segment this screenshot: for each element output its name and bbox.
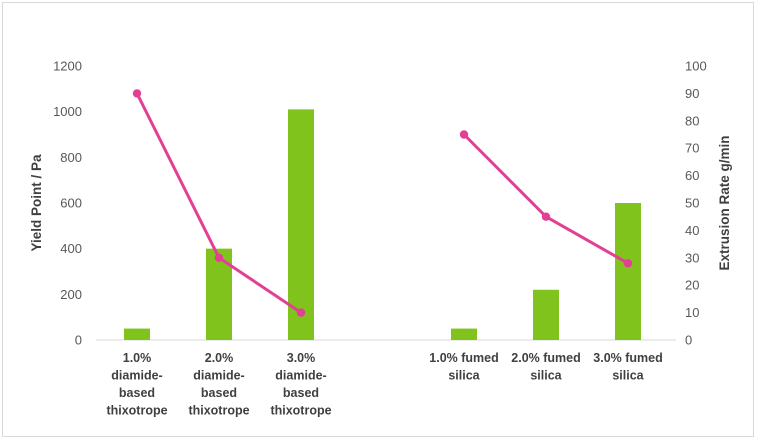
line-series (132, 89, 633, 317)
y-axis-title-right: Extrusion Rate g/min (717, 135, 732, 270)
y-right-tick-label: 30 (685, 250, 699, 265)
line-point (459, 130, 469, 139)
category-label: 3.0% diamide-based thixotrope (270, 351, 331, 418)
y-left-tick-label: 1000 (53, 104, 82, 119)
line-point (214, 253, 224, 262)
bar (533, 289, 559, 340)
y-right-tick-label: 80 (685, 113, 699, 128)
line-point (623, 259, 633, 268)
y-right-tick-label: 10 (685, 305, 699, 320)
line-point (296, 308, 306, 317)
y-left-tick-label: 800 (60, 150, 82, 165)
y-right-tick-label: 40 (685, 223, 699, 238)
y-right-tick-label: 70 (685, 141, 699, 156)
right-axis-ticks: 0 10 20 30 40 50 60 70 80 90 100 (685, 59, 707, 348)
bar (288, 109, 314, 340)
category-label: 2.0% diamide-based thixotrope (188, 351, 249, 418)
left-axis-ticks: 0 200 400 600 800 1000 1200 (53, 59, 82, 348)
y-left-tick-label: 600 (60, 196, 82, 211)
category-label: 1.0% diamide-based thixotrope (106, 351, 167, 418)
bar (615, 203, 641, 340)
y-right-tick-label: 50 (685, 196, 699, 211)
y-axis-title-left: Yield Point / Pa (29, 154, 44, 252)
category-label: 3.0% fumed silica (593, 351, 662, 383)
y-right-tick-label: 0 (685, 333, 692, 348)
y-left-tick-label: 200 (60, 287, 82, 302)
category-label: 1.0% fumed silica (429, 351, 498, 383)
y-right-tick-label: 90 (685, 86, 699, 101)
category-label: 2.0% fumed silica (511, 351, 580, 383)
bar (124, 328, 150, 340)
bar (451, 328, 477, 340)
y-right-tick-label: 60 (685, 168, 699, 183)
y-right-tick-label: 20 (685, 278, 699, 293)
line-point (132, 89, 142, 98)
category-labels: 1.0% diamide-based thixotrope 2.0% diamide-b… (106, 351, 662, 418)
y-left-tick-label: 0 (75, 333, 82, 348)
line-point (541, 212, 551, 221)
y-right-tick-label: 100 (685, 59, 707, 74)
y-left-tick-label: 1200 (53, 59, 82, 74)
y-left-tick-label: 400 (60, 241, 82, 256)
bar-series (124, 109, 641, 340)
series-line (462, 133, 629, 265)
